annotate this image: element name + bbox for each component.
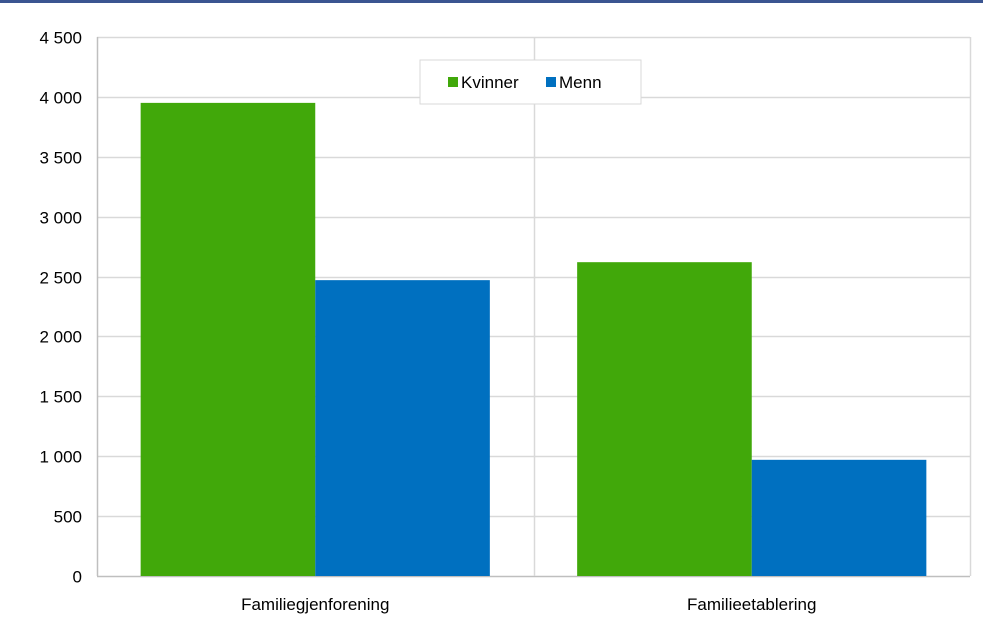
bar-kvinner-0: [140, 102, 316, 576]
y-tick-label: 2 000: [39, 328, 82, 347]
y-tick-label: 3 500: [39, 149, 82, 168]
x-category-label: Familiegjenforening: [241, 595, 389, 614]
legend-label: Kvinner: [461, 73, 519, 92]
legend: Kvinner Menn: [419, 59, 642, 105]
y-tick-label: 1 000: [39, 448, 82, 467]
bar-menn-0: [315, 280, 490, 576]
legend-swatch: [546, 77, 556, 87]
legend-swatch: [448, 77, 458, 87]
y-tick-label: 4 500: [39, 29, 82, 48]
y-tick-label: 0: [73, 568, 82, 587]
top-rule: [0, 0, 983, 3]
y-tick-label: 4 000: [39, 89, 82, 108]
y-tick-label: 3 000: [39, 209, 82, 228]
y-axis-ticks: 0 500 1 000 1 500 2 000 2 500 3 000 3 500 4 000 4…: [39, 29, 82, 587]
x-category-label: Familieetablering: [687, 595, 816, 614]
bar-kvinner-1: [577, 262, 752, 576]
legend-label: Menn: [559, 73, 602, 92]
y-tick-label: 2 500: [39, 269, 82, 288]
x-axis-categories: Familiegjenforening Familieetablering: [241, 595, 816, 614]
bars: [140, 102, 927, 576]
bar-menn-1: [751, 459, 927, 576]
y-tick-label: 1 500: [39, 388, 82, 407]
y-tick-label: 500: [54, 508, 82, 527]
